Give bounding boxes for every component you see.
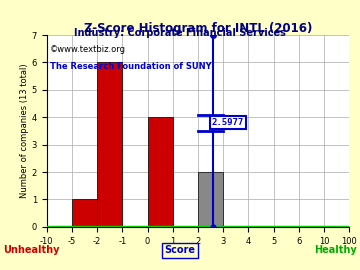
Text: Industry: Corporate Financial Services: Industry: Corporate Financial Services — [74, 28, 286, 38]
Bar — [72, 200, 97, 227]
Bar — [198, 172, 223, 227]
Title: Z-Score Histogram for INTL (2016): Z-Score Histogram for INTL (2016) — [84, 22, 312, 35]
Bar — [97, 62, 122, 227]
Bar — [148, 117, 173, 227]
Text: The Research Foundation of SUNY: The Research Foundation of SUNY — [50, 62, 211, 71]
Text: Unhealthy: Unhealthy — [4, 245, 60, 255]
Text: Healthy: Healthy — [314, 245, 356, 255]
Text: ©www.textbiz.org: ©www.textbiz.org — [50, 45, 126, 54]
Text: Score: Score — [165, 245, 195, 255]
Text: 2.5977: 2.5977 — [212, 118, 244, 127]
Y-axis label: Number of companies (13 total): Number of companies (13 total) — [20, 64, 29, 198]
